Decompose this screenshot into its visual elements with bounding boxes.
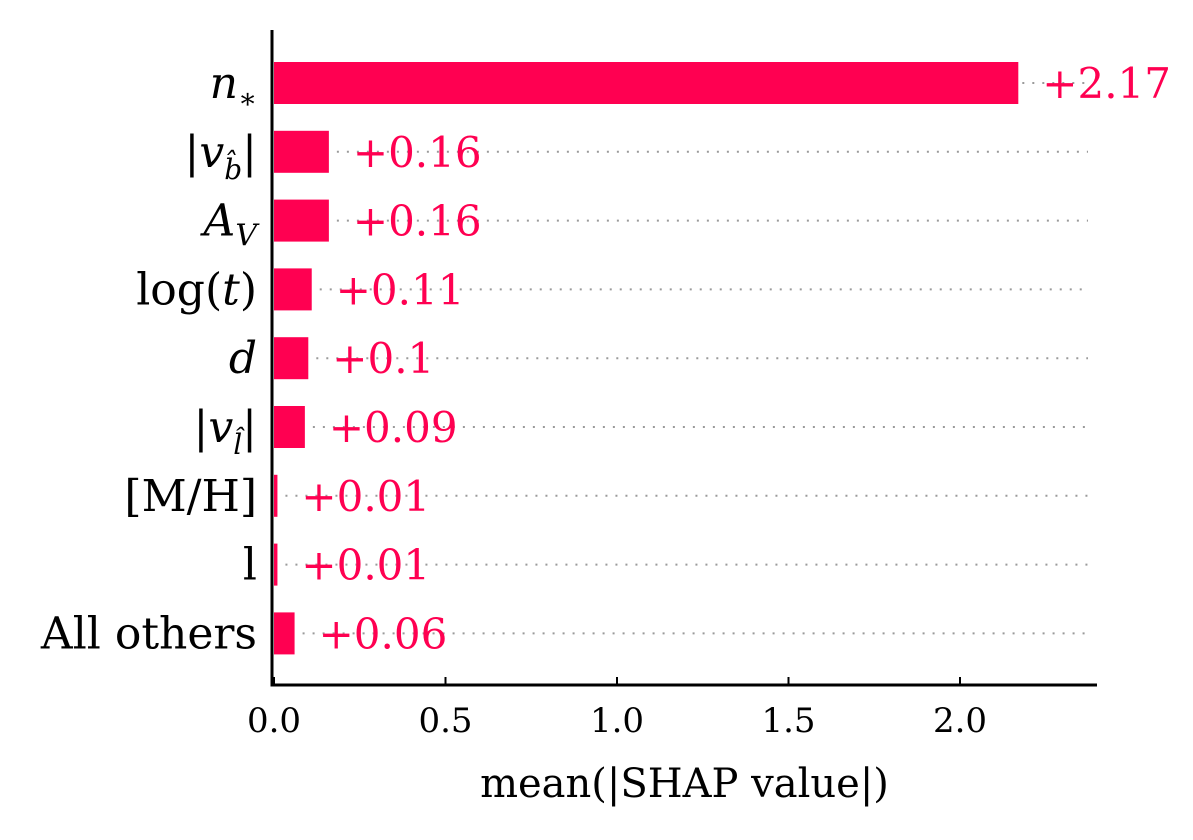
x-tick-label: 0.5 [418, 701, 472, 741]
category-label-a-v: AV [200, 196, 261, 254]
category-label-m-h: [M/H] [124, 471, 257, 522]
bar-v-l [274, 406, 305, 448]
value-label-v-b: +0.16 [353, 128, 482, 177]
category-labels: n∗ |vb̂| AV log(t) d |vl̂| [M/H] l All others [40, 58, 260, 659]
x-axis-title: mean(|SHAP value|) [480, 761, 889, 807]
value-label-m-h: +0.01 [301, 472, 430, 521]
bar-all-others [274, 612, 295, 655]
value-label-all-others: +0.06 [319, 609, 448, 658]
bar-m-h [274, 474, 278, 517]
gridlines [285, 82, 1088, 635]
value-label-n-star: +2.17 [1042, 59, 1171, 108]
value-label-l: +0.01 [301, 541, 430, 590]
category-label-n-star: n∗ [210, 58, 257, 115]
category-label-d: d [229, 333, 257, 384]
category-label-v-l: |vl̂| [194, 402, 257, 461]
x-tick-label: 1.0 [590, 701, 644, 741]
category-label-l: l [243, 540, 257, 591]
value-label-log-t: +0.11 [336, 265, 465, 314]
category-label-log-t: log(t) [136, 264, 257, 315]
value-label-d: +0.1 [332, 334, 434, 383]
x-tick-label: 0.0 [247, 701, 301, 741]
value-label-a-v: +0.16 [353, 197, 482, 246]
bar-l [274, 543, 278, 586]
bar-n-star [274, 62, 1019, 104]
value-labels: +2.17 +0.16 +0.16 +0.11 +0.1 +0.09 +0.01 +0.01 +… [301, 59, 1171, 658]
x-tick-label: 2.0 [933, 701, 987, 741]
x-ticks: 0.0 0.5 1.0 1.5 2.0 [247, 677, 987, 741]
bar-a-v [274, 199, 329, 242]
value-label-v-l: +0.09 [329, 403, 458, 452]
bar-d [274, 337, 309, 380]
bar-v-b [274, 130, 329, 173]
x-tick-label: 1.5 [761, 701, 815, 741]
category-label-all-others: All others [40, 608, 257, 659]
bar-log-t [274, 268, 312, 311]
category-label-v-b: |vb̂| [185, 127, 257, 186]
bars [274, 62, 1019, 655]
